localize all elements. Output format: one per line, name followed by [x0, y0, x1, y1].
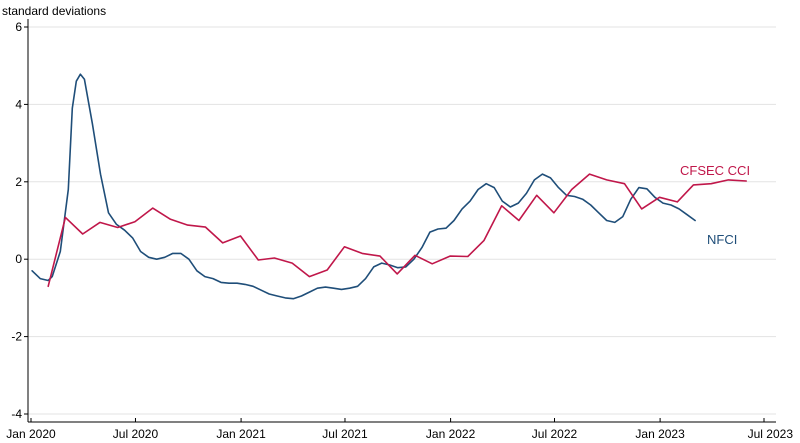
- y-tick-label: -2: [11, 330, 22, 344]
- x-tick-label: Jul 2023: [748, 427, 794, 441]
- series-label-cfsec-cci: CFSEC CCI: [680, 163, 750, 178]
- x-tick-label: Jul 2020: [113, 427, 159, 441]
- series-label-nfci: NFCI: [707, 232, 737, 247]
- x-tick-label: Jan 2023: [635, 427, 685, 441]
- x-tick-label: Jan 2021: [216, 427, 266, 441]
- series-lines: [31, 73, 747, 300]
- series-line-nfci: [31, 73, 696, 300]
- x-tick-label: Jan 2022: [426, 427, 476, 441]
- x-tick-label: Jul 2021: [322, 427, 368, 441]
- x-tick-label: Jul 2022: [532, 427, 578, 441]
- y-tick-label: 4: [15, 97, 22, 111]
- x-tick-labels: Jan 2020 Jul 2020 Jan 2021 Jul 2021 Jan 2022…: [6, 427, 793, 441]
- y-tick-label: -4: [11, 407, 22, 421]
- y-tick-label: 2: [15, 175, 22, 189]
- y-tick-label: 6: [15, 20, 22, 34]
- x-tick-label: Jan 2020: [6, 427, 56, 441]
- y-axis-label: standard deviations: [2, 4, 106, 18]
- series-line-cfsec-cci: [47, 173, 747, 288]
- y-tick-labels: 6 4 2 0 -2 -4: [11, 20, 22, 421]
- gridlines: [28, 26, 776, 415]
- axes: [24, 19, 776, 423]
- y-tick-label: 0: [15, 252, 22, 266]
